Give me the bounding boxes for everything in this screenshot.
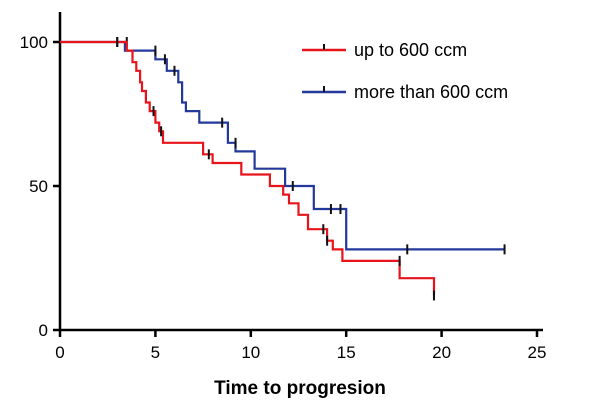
x-tick-label: 10 <box>241 343 260 362</box>
y-tick-label: 0 <box>39 321 48 340</box>
series-line <box>60 40 436 296</box>
y-ticks: 0 50 100 <box>20 33 60 340</box>
x-tick-label: 5 <box>151 343 160 362</box>
legend: up to 600 ccm more than 600 ccm <box>302 40 508 102</box>
x-tick-label: 0 <box>55 343 64 362</box>
legend-label: more than 600 ccm <box>354 82 508 102</box>
series-layer <box>60 37 506 301</box>
x-ticks: 0 5 10 15 20 25 <box>55 330 546 362</box>
x-tick-label: 15 <box>337 343 356 362</box>
legend-label: up to 600 ccm <box>354 40 467 60</box>
series-line <box>60 40 505 251</box>
x-axis-title: Time to progresion <box>214 378 386 399</box>
x-tick-label: 25 <box>528 343 547 362</box>
axes <box>58 12 543 332</box>
x-tick-label: 20 <box>432 343 451 362</box>
series-group <box>60 37 506 255</box>
y-tick-label: 100 <box>20 33 48 52</box>
y-tick-label: 50 <box>29 177 48 196</box>
series-group <box>60 37 436 301</box>
